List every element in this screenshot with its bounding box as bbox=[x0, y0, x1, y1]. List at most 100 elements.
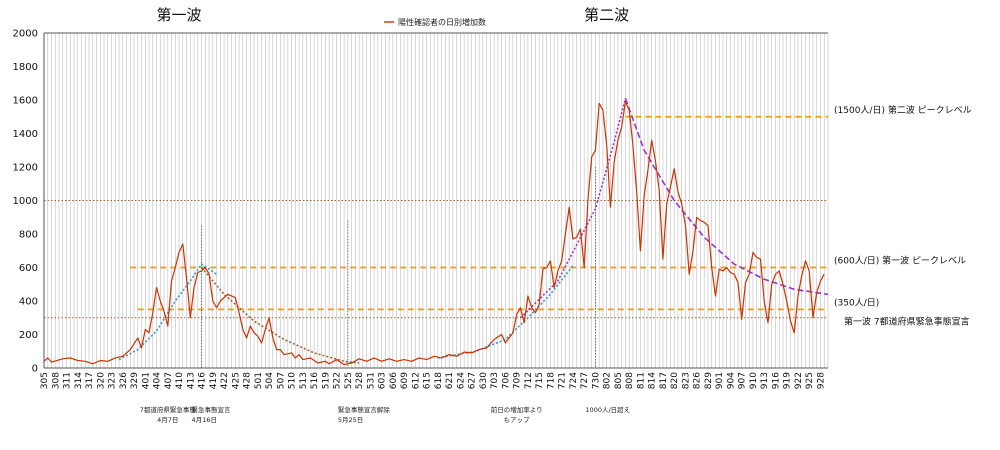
series-layer bbox=[43, 101, 825, 366]
series-line bbox=[43, 101, 825, 366]
y-tick-label: 1200 bbox=[13, 163, 38, 174]
x-tick-label: 609 bbox=[400, 372, 410, 389]
x-tick-label: 410 bbox=[175, 372, 185, 389]
x-tick-label: 730 bbox=[591, 372, 601, 389]
x-tick-label: 419 bbox=[209, 372, 219, 389]
x-tick-label: 826 bbox=[693, 372, 703, 389]
x-tick-label: 425 bbox=[231, 372, 241, 389]
x-tick-label: 925 bbox=[805, 372, 815, 389]
x-tick-label: 618 bbox=[434, 372, 444, 389]
legend-label: 陽性確認者の日別増加数 bbox=[398, 17, 486, 27]
x-tick-label: 311 bbox=[63, 372, 73, 389]
x-tick-label: 814 bbox=[648, 372, 658, 389]
x-tick-label: 428 bbox=[243, 372, 253, 389]
reference-line-label: (600人/日) 第一波 ピークレベル bbox=[834, 255, 966, 267]
x-tick-label: 823 bbox=[681, 372, 691, 389]
x-tick-label: 308 bbox=[51, 372, 61, 389]
event-annotation: 緊急事態宣言 bbox=[192, 405, 232, 414]
side-annotation: 前日の増加率より bbox=[491, 405, 543, 414]
event-annotation: 5月25日 bbox=[338, 416, 363, 424]
x-tick-label: 910 bbox=[749, 372, 759, 389]
x-tick-label: 703 bbox=[490, 372, 500, 389]
x-tick-label: 712 bbox=[524, 372, 534, 389]
reference-line-sublabel: 第一波 7都道府県緊急事態宣言 bbox=[844, 315, 970, 327]
x-tick-label: 727 bbox=[580, 372, 590, 389]
x-tick-label: 621 bbox=[445, 372, 455, 389]
y-tick-label: 200 bbox=[19, 330, 38, 341]
x-tick-label: 320 bbox=[96, 372, 106, 389]
reference-lines-layer bbox=[44, 115, 828, 368]
x-tick-label: 501 bbox=[254, 372, 264, 389]
y-tick-label: 1800 bbox=[13, 62, 38, 73]
x-tick-label: 326 bbox=[119, 372, 129, 389]
x-tick-label: 907 bbox=[738, 372, 748, 389]
y-tick-label: 800 bbox=[19, 230, 38, 241]
x-tick-label: 901 bbox=[715, 372, 725, 389]
x-tick-label: 329 bbox=[130, 372, 140, 389]
x-tick-label: 928 bbox=[816, 372, 826, 389]
x-tick-label: 519 bbox=[321, 372, 331, 389]
reference-line-label: (1500人/日) 第二波 ピークレベル bbox=[834, 104, 972, 116]
wave-title: 第一波 bbox=[157, 6, 202, 24]
y-tick-label: 1600 bbox=[13, 96, 38, 107]
trendlines-layer bbox=[118, 98, 829, 364]
trend-line bbox=[519, 98, 627, 319]
side-annotation: 7都道府県緊急事態 bbox=[140, 405, 197, 414]
y-tick-label: 600 bbox=[19, 263, 38, 274]
x-tick-label: 624 bbox=[456, 372, 466, 389]
y-tick-label: 1000 bbox=[13, 196, 38, 207]
x-tick-label: 820 bbox=[670, 372, 680, 389]
x-tick-label: 829 bbox=[704, 372, 714, 389]
x-tick-label: 904 bbox=[726, 372, 736, 389]
side-annotation: 4月7日 bbox=[157, 416, 178, 424]
x-tick-label: 802 bbox=[603, 372, 613, 389]
x-tick-label: 314 bbox=[74, 372, 84, 389]
event-annotation: 4月16日 bbox=[192, 416, 217, 424]
x-tick-label: 516 bbox=[310, 372, 320, 389]
x-tick-label: 805 bbox=[614, 372, 624, 389]
wave-title: 第二波 bbox=[584, 6, 629, 24]
x-tick-label: 510 bbox=[288, 372, 298, 389]
x-tick-label: 413 bbox=[186, 372, 196, 389]
x-tick-label: 922 bbox=[794, 372, 804, 389]
side-annotation: もアップ bbox=[504, 416, 531, 424]
x-tick-label: 913 bbox=[760, 372, 770, 389]
x-tick-label: 627 bbox=[468, 372, 478, 389]
labels-layer: (1500人/日) 第二波 ピークレベル (600人/日) 第一波 ピークレベル (… bbox=[140, 6, 972, 424]
x-tick-label: 504 bbox=[265, 372, 275, 389]
x-tick-label: 513 bbox=[299, 372, 309, 389]
y-tick-label: 400 bbox=[19, 297, 38, 308]
trend-line bbox=[118, 262, 218, 361]
x-tick-label: 630 bbox=[479, 372, 489, 389]
x-tick-label: 811 bbox=[636, 372, 646, 389]
x-tick-label: 528 bbox=[355, 372, 365, 389]
x-tick-label: 422 bbox=[220, 372, 230, 389]
x-tick-label: 817 bbox=[659, 372, 669, 389]
x-tick-label: 603 bbox=[378, 372, 388, 389]
x-tick-label: 919 bbox=[783, 372, 793, 389]
x-tick-label: 317 bbox=[85, 372, 95, 389]
x-tick-label: 709 bbox=[513, 372, 523, 389]
event-annotation: 1000人/日超え bbox=[585, 405, 630, 414]
y-tick-label: 0 bbox=[32, 364, 38, 375]
x-tick-label: 525 bbox=[344, 372, 354, 389]
x-tick-label: 531 bbox=[366, 372, 376, 389]
x-tick-label: 606 bbox=[389, 372, 399, 389]
x-tick-label: 808 bbox=[625, 372, 635, 389]
x-tick-label: 721 bbox=[558, 372, 568, 389]
x-tick-label: 724 bbox=[569, 372, 579, 389]
event-annotation: 緊急事態宣言解除 bbox=[338, 405, 391, 414]
x-tick-label: 404 bbox=[153, 372, 163, 389]
x-tick-label: 612 bbox=[411, 372, 421, 389]
y-tick-label: 2000 bbox=[13, 29, 38, 40]
x-tick-label: 718 bbox=[546, 372, 556, 389]
x-tick-label: 507 bbox=[276, 372, 286, 389]
x-tick-label: 706 bbox=[501, 372, 511, 389]
x-tick-label: 416 bbox=[198, 372, 208, 389]
x-tick-label: 715 bbox=[535, 372, 545, 389]
x-tick-label: 401 bbox=[141, 372, 151, 389]
x-tick-label: 323 bbox=[108, 372, 118, 389]
y-tick-label: 1400 bbox=[13, 129, 38, 140]
